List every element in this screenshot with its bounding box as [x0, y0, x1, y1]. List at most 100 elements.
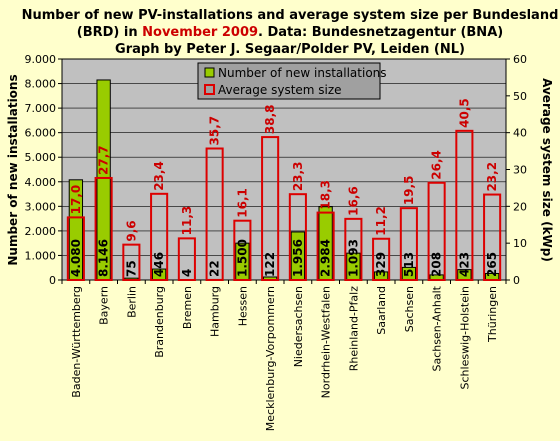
- y-right-tick-label: 20: [513, 200, 527, 213]
- x-tick-label: Thüringen: [486, 286, 499, 343]
- data-label-system-size: 40,5: [457, 98, 471, 128]
- y-left-tick-label: 4.000: [25, 176, 57, 189]
- x-tick-label: Sachsen-Anhalt: [431, 285, 444, 371]
- data-label-installations: 8.146: [97, 239, 111, 277]
- data-label-installations: 22: [208, 260, 222, 277]
- y-left-tick-label: 5.000: [25, 151, 57, 164]
- x-tick-label: Niedersachsen: [292, 286, 305, 367]
- legend-box: [197, 62, 381, 100]
- y-axis-left-label: Number of new installations: [6, 74, 20, 265]
- data-label-system-size: 11,2: [374, 206, 388, 236]
- bar-system-size: [455, 129, 474, 281]
- title-line-2-pre: (BRD) in: [77, 25, 142, 40]
- data-label-installations: 1.956: [291, 239, 305, 277]
- y-right-tick-label: 30: [513, 164, 527, 177]
- bar-system-size: [372, 237, 391, 282]
- x-tick-label: Nordrhein-Westfalen: [320, 286, 333, 398]
- y-right-tick-label: 60: [513, 53, 527, 66]
- title-line-3: Graph by Peter J. Segaar/Polder PV, Leid…: [115, 42, 465, 57]
- title-line-2: (BRD) in November 2009. Data: Bundesnetz…: [77, 25, 503, 40]
- data-label-installations: 75: [124, 260, 138, 277]
- y-right-tick-label: 0: [513, 274, 520, 287]
- bar-system-size: [427, 181, 446, 281]
- legend-swatch-system-size: [204, 84, 215, 95]
- data-label-installations: 208: [430, 252, 444, 277]
- bar-system-size: [150, 192, 169, 281]
- bar-system-size: [66, 216, 85, 281]
- y-right-tick-label: 50: [513, 90, 527, 103]
- data-label-installations: 513: [402, 252, 416, 277]
- y-left-tick-label: 8.000: [25, 78, 57, 91]
- x-tick-label: Hessen: [236, 286, 249, 326]
- data-label-installations: 122: [263, 252, 277, 277]
- x-axis-categories: Baden-Württemberg Bayern Berlin Brandenburg…: [61, 280, 507, 431]
- x-tick-label: Bremen: [181, 286, 194, 329]
- chart-title: Number of new PV-installations and avera…: [22, 8, 559, 57]
- x-tick-label: Mecklenburg-Vorpommern: [264, 286, 277, 431]
- data-label-system-size: 19,5: [402, 176, 416, 206]
- legend-label-system-size: Average system size: [218, 83, 342, 97]
- data-label-system-size: 9,6: [124, 220, 138, 241]
- data-label-installations: 1.500: [235, 239, 249, 277]
- legend-label-installations: Number of new installations: [218, 66, 387, 80]
- x-tick-label: Baden-Württemberg: [70, 286, 83, 398]
- data-label-installations: 446: [152, 252, 166, 277]
- x-tick-label: Berlin: [125, 286, 138, 318]
- data-label-system-size: 38,8: [263, 104, 277, 134]
- data-label-system-size: 26,4: [430, 150, 444, 180]
- data-label-system-size: 18,3: [319, 180, 333, 210]
- data-label-installations: 2.984: [319, 239, 333, 277]
- data-labels: 4.080 17,0 8.146 27,7 75 9,6 446 23,4 4 11,3 22 35,…: [69, 98, 499, 277]
- y-axis-right-label: Average system size (kWp): [540, 78, 554, 262]
- x-tick-label: Brandenburg: [153, 286, 166, 358]
- title-line-2-post: . Data: Bundesnetzagentur (BNA): [258, 25, 503, 40]
- data-label-installations: 265: [485, 252, 499, 277]
- data-label-installations: 1.093: [346, 239, 360, 277]
- bar-system-size: [316, 211, 335, 281]
- bar-system-size: [94, 176, 113, 281]
- y-left-tick-label: 3.000: [25, 200, 57, 213]
- data-label-installations: 4: [180, 269, 194, 277]
- data-label-system-size: 17,0: [69, 185, 83, 215]
- legend-swatch-installations: [204, 67, 215, 78]
- data-label-installations: 329: [374, 252, 388, 277]
- bar-system-size: [261, 136, 280, 281]
- bar-system-size: [344, 217, 363, 282]
- x-tick-label: Sachsen: [403, 286, 416, 332]
- data-label-system-size: 27,7: [97, 145, 111, 175]
- data-label-system-size: 23,4: [152, 161, 166, 191]
- y-right-tick-label: 10: [513, 237, 527, 250]
- y-right-tick-label: 40: [513, 127, 527, 140]
- y-axis-left-ticks: 0 1.000 2.000 3.000 4.000 5.000 6.000 7.000 8.00…: [25, 53, 62, 287]
- legend: Number of new installations Average syst…: [197, 62, 387, 100]
- x-tick-label: Schleswig-Holstein: [458, 286, 471, 389]
- y-left-tick-label: 1.000: [25, 249, 57, 262]
- data-label-installations: 4.080: [69, 239, 83, 277]
- data-label-system-size: 16,1: [235, 188, 249, 218]
- y-left-tick-label: 9.000: [25, 53, 57, 66]
- bar-system-size: [288, 193, 307, 281]
- data-label-system-size: 23,2: [485, 162, 499, 192]
- x-tick-label: Rheinland-Pfalz: [347, 286, 360, 371]
- x-tick-label: Saarland: [375, 286, 388, 335]
- y-axis-right-ticks: 0 10 20 30 40 50 60: [506, 53, 527, 287]
- title-line-1: Number of new PV-installations and avera…: [22, 8, 559, 23]
- y-left-tick-label: 7.000: [25, 102, 57, 115]
- bar-system-size: [233, 219, 252, 281]
- data-label-system-size: 11,3: [180, 206, 194, 236]
- y-left-tick-label: 0: [49, 274, 56, 287]
- data-label-system-size: 16,6: [346, 186, 360, 216]
- x-tick-label: Bayern: [98, 286, 111, 325]
- gridlines: [62, 83, 506, 256]
- data-label-installations: 423: [457, 252, 471, 277]
- data-label-system-size: 23,3: [291, 162, 305, 192]
- bar-system-size: [177, 237, 196, 281]
- y-left-tick-label: 6.000: [25, 127, 57, 140]
- y-left-tick-label: 2.000: [25, 225, 57, 238]
- bar-system-size: [205, 147, 224, 281]
- data-label-system-size: 35,7: [208, 116, 222, 146]
- x-tick-label: Hamburg: [209, 286, 222, 337]
- title-highlight-month: November 2009: [142, 25, 258, 40]
- bar-system-size: [483, 193, 502, 281]
